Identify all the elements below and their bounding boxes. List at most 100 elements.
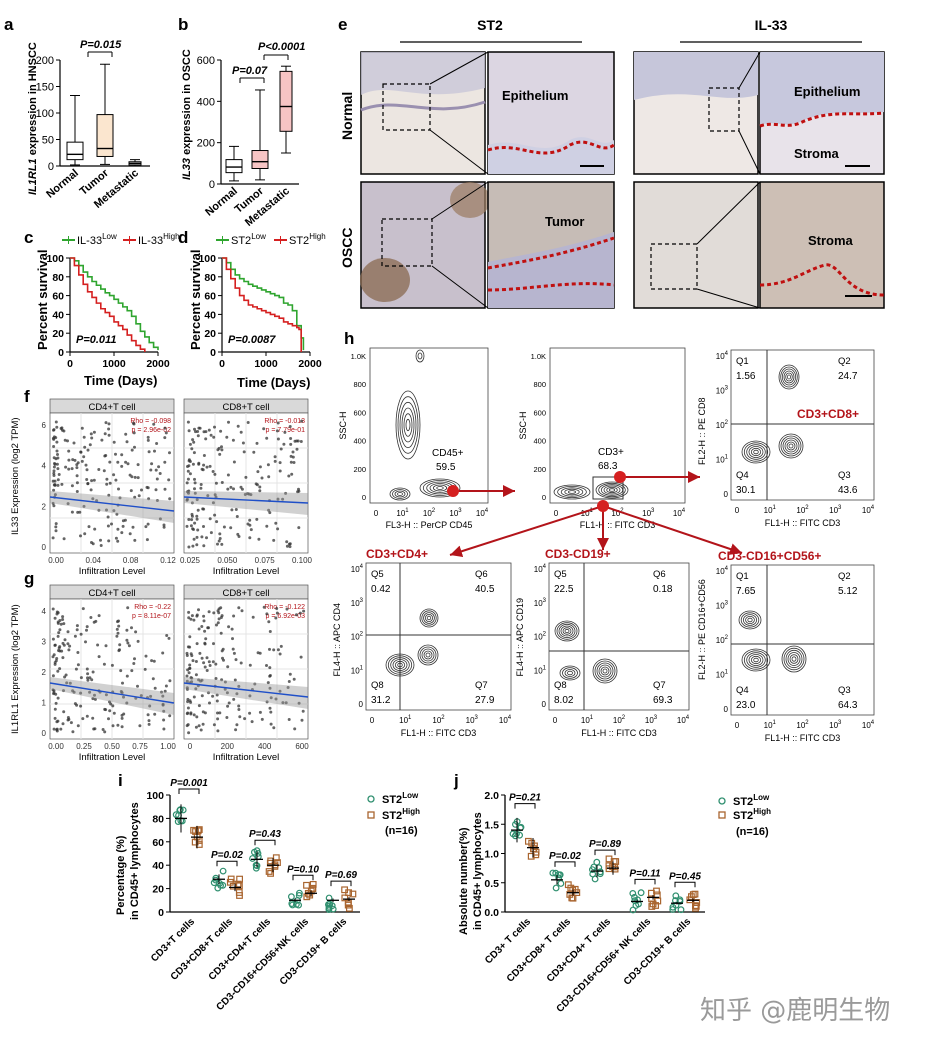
contour-ring	[602, 668, 608, 674]
scatter-point	[136, 463, 140, 467]
scatter-point	[272, 726, 276, 730]
scatter-point	[54, 522, 58, 526]
scatter-point	[164, 431, 168, 435]
legend-high: IL-33High	[138, 232, 180, 247]
contour-ring	[397, 662, 403, 668]
y-tick-label: 0.0	[484, 907, 499, 919]
zoom-connectors	[429, 51, 761, 309]
scatter-point	[55, 612, 59, 616]
scatter-point	[63, 638, 67, 642]
scatter-point	[273, 459, 277, 463]
quadrant-value: 5.12	[838, 586, 858, 597]
scatter-point	[289, 437, 293, 440]
y-tick-label: 0	[542, 493, 546, 502]
scatter-point	[52, 456, 56, 460]
scatter-point	[89, 432, 93, 436]
contour-ring	[419, 646, 437, 664]
data-point-high	[564, 881, 572, 889]
scatter-point	[74, 667, 78, 671]
scatter-point	[110, 522, 113, 526]
scatter-point	[90, 436, 94, 440]
scatter-point	[223, 687, 227, 691]
scatter-point	[93, 527, 97, 531]
y-axis-label: FL2-H :: PE CD16+CD56	[697, 579, 707, 680]
gate-value: 59.5	[436, 462, 456, 473]
scatter-point	[296, 439, 300, 443]
quadrant-label: Q2	[838, 571, 851, 582]
y-tick-label: 103	[534, 598, 547, 608]
scatter-point	[206, 494, 210, 498]
quadrant-value: 43.6	[838, 485, 858, 496]
quadrant-value: 69.3	[653, 695, 673, 706]
significance-bracket	[554, 861, 576, 867]
scatter-point	[241, 441, 245, 445]
scatter-point	[52, 727, 56, 731]
contour-ring	[781, 645, 807, 673]
scatter-point	[238, 715, 242, 719]
significance-bracket	[239, 77, 265, 83]
scatter-point	[51, 436, 55, 440]
scatter-point	[106, 515, 110, 519]
scatter-point	[85, 628, 88, 632]
scatter-point	[216, 717, 220, 721]
scatter-point	[154, 488, 158, 492]
quadrant-plot-cd4: Q5 0.42 Q6 40.5 Q8 31.2 Q7 27.9 0 101 102 103 104 0 10…	[332, 547, 512, 738]
scatter-point	[55, 462, 59, 466]
scatter-point	[225, 435, 229, 439]
quadrant-value: 8.02	[554, 695, 574, 706]
quadrant-value: 23.0	[736, 700, 756, 711]
scatter-point	[218, 711, 222, 715]
scatter-point	[161, 651, 165, 655]
regression-line	[183, 682, 309, 698]
scatter-point	[293, 439, 297, 443]
y-tick-label: 6	[42, 421, 47, 430]
scatter-point	[162, 523, 166, 527]
data-point-low	[288, 893, 295, 901]
scatter-point	[92, 727, 96, 731]
scatter-point	[267, 475, 271, 479]
data-point-low	[672, 892, 680, 900]
significance-bracket	[330, 880, 352, 887]
x-tick-label: 102	[611, 508, 624, 518]
y-tick-label: 800	[353, 380, 366, 389]
scatter-point	[66, 439, 69, 443]
scatter-point	[234, 728, 238, 732]
scatter-point	[218, 532, 222, 536]
data-point-high	[341, 894, 349, 902]
legend-low: ST2Low	[382, 791, 419, 806]
scatter-point	[185, 497, 189, 501]
scatter-point	[133, 475, 137, 479]
scatter-point	[130, 448, 134, 452]
gate-dot	[597, 500, 609, 512]
x-tick-label: 0	[735, 721, 740, 730]
scatter-point	[56, 478, 60, 482]
scatter-point	[190, 447, 194, 451]
scatter-point	[220, 445, 223, 449]
scatter-point	[240, 609, 244, 613]
scatter-point	[111, 724, 115, 728]
contour-ring	[778, 433, 804, 459]
scatter-point	[163, 426, 167, 430]
data-point-low	[217, 882, 225, 889]
scatter-point	[186, 723, 190, 727]
quadrant-label: Q4	[736, 685, 749, 696]
panel-letter: g	[24, 569, 34, 588]
scatter-point	[75, 481, 79, 485]
panel-letter: i	[118, 771, 123, 790]
contour-ring	[791, 656, 797, 662]
scatter-point	[256, 470, 260, 474]
quadrant-plot-cd19: Q5 22.5 Q6 0.18 Q8 8.02 Q7 69.3 0 101 102 103 104 0 10…	[515, 547, 690, 738]
x-tick-label: 0.12	[160, 556, 176, 565]
contour-ring	[606, 486, 618, 494]
x-tick-label: 103	[829, 505, 842, 515]
scatter-point	[136, 639, 140, 643]
scatter-point	[137, 494, 141, 498]
scatter-point	[162, 727, 166, 731]
contour-ring	[557, 485, 587, 498]
y-tick-label: 102	[534, 632, 547, 642]
scatter-point	[242, 450, 246, 454]
scatter-point	[105, 508, 108, 512]
facet-strip-label: CD4+T cell	[88, 402, 135, 413]
data-point-high	[692, 904, 699, 912]
scatter-point	[243, 493, 247, 496]
